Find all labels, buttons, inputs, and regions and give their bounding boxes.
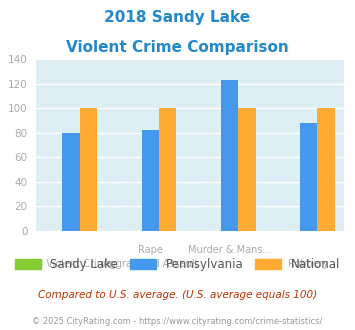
Text: Violent Crime Comparison: Violent Crime Comparison [66,40,289,54]
Text: Aggravated Assault: Aggravated Assault [103,259,198,269]
Bar [221,80,238,231]
Text: 2018 Sandy Lake: 2018 Sandy Lake [104,10,251,25]
Text: Compared to U.S. average. (U.S. average equals 100): Compared to U.S. average. (U.S. average … [38,290,317,300]
Bar [300,123,317,231]
Bar [80,109,97,231]
Bar [159,109,176,231]
Bar [238,109,256,231]
Legend: Sandy Lake, Pennsylvania, National: Sandy Lake, Pennsylvania, National [10,253,345,276]
Text: Robbery: Robbery [288,259,329,269]
Bar [62,133,80,231]
Bar [317,109,335,231]
Text: © 2025 CityRating.com - https://www.cityrating.com/crime-statistics/: © 2025 CityRating.com - https://www.city… [32,317,323,326]
Text: All Violent Crime: All Violent Crime [31,259,112,269]
Text: Rape: Rape [138,245,163,255]
Text: Murder & Mans...: Murder & Mans... [188,245,271,255]
Bar [142,130,159,231]
